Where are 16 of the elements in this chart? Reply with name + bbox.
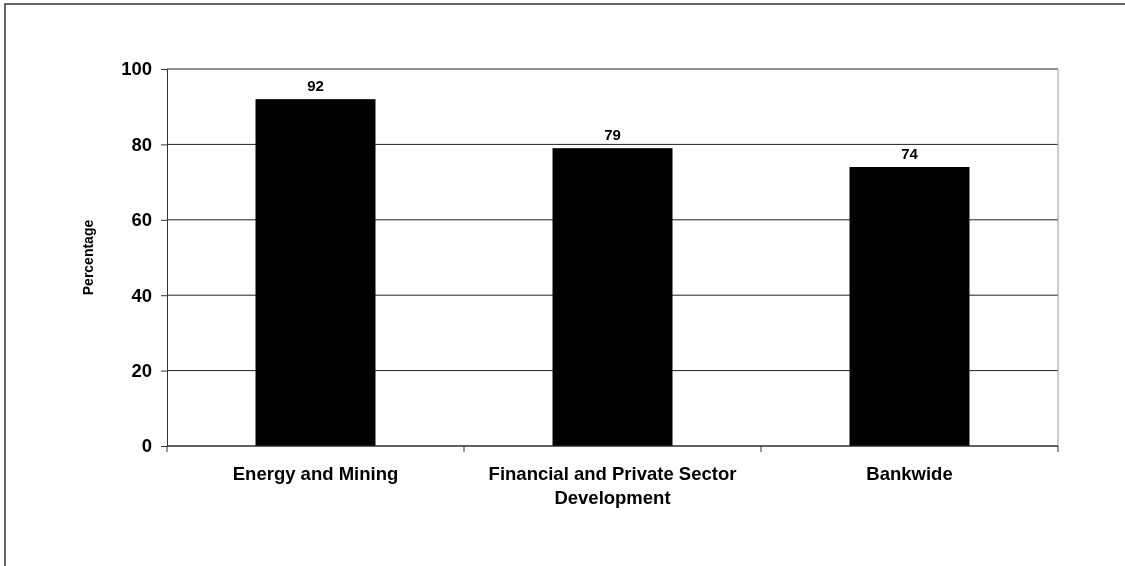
y-tick-label: 20 bbox=[131, 360, 152, 382]
bar bbox=[255, 99, 376, 446]
x-tick-label: Bankwide bbox=[866, 463, 953, 484]
y-axis-title: Percentage bbox=[80, 219, 96, 296]
data-label: 79 bbox=[604, 126, 621, 144]
y-tick-label: 0 bbox=[141, 435, 152, 457]
x-tick-label: Energy and Mining bbox=[232, 463, 399, 484]
data-label: 74 bbox=[901, 145, 919, 163]
bar bbox=[552, 148, 673, 446]
y-tick-label: 80 bbox=[131, 133, 152, 155]
y-tick-label: 40 bbox=[131, 284, 152, 306]
bar bbox=[849, 167, 970, 446]
y-tick-label: 60 bbox=[131, 209, 152, 231]
y-tick-label: 100 bbox=[121, 58, 152, 80]
data-label: 92 bbox=[307, 77, 324, 95]
x-tick-label: Financial and Private Sector Development bbox=[488, 463, 737, 509]
